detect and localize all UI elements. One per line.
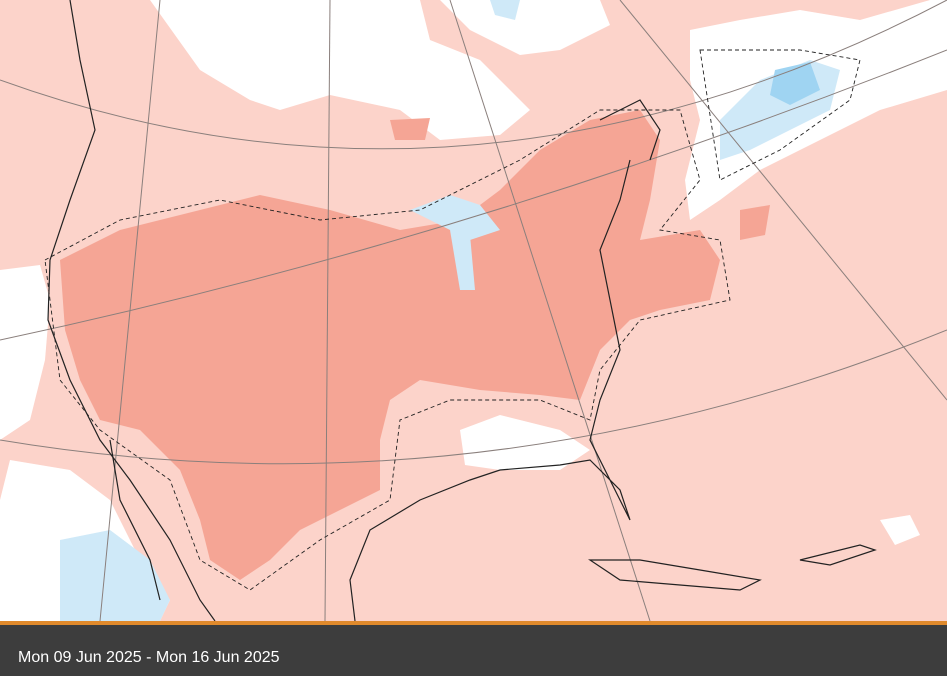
graticule (0, 0, 947, 621)
date-range: Mon 09 Jun 2025 - Mon 16 Jun 2025 (18, 649, 280, 666)
anomaly-map (0, 0, 947, 621)
caption-bar: Mon 09 Jun 2025 - Mon 16 Jun 2025 (0, 621, 947, 676)
cold-area (770, 62, 820, 105)
coastlines (47, 0, 877, 621)
contours (44, 49, 861, 591)
